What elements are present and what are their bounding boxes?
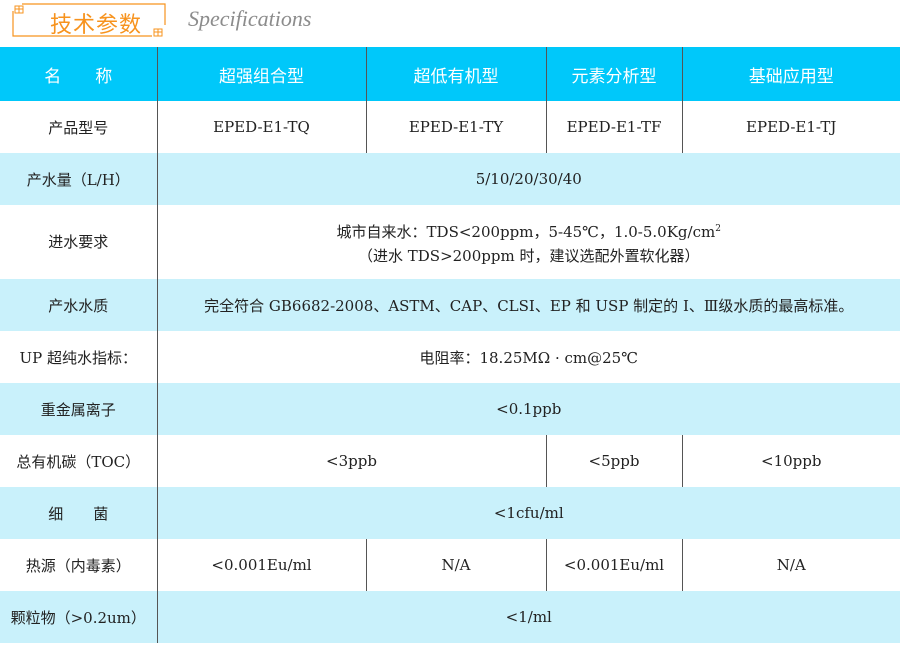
feed-line1: 城市自来水：TDS<200ppm，5-45℃，1.0-5.0Kg/cm bbox=[336, 222, 716, 241]
feed-line2: （进水 TDS>200ppm 时，建议选配外置软化器） bbox=[358, 246, 700, 265]
header-ty: 超低有机型 bbox=[365, 47, 546, 101]
table-row: 产品型号 EPED-E1-TQ EPED-E1-TY EPED-E1-TF EP… bbox=[0, 101, 900, 153]
cell: N/A bbox=[681, 539, 900, 591]
table-row: 产水量（L/H） 5/10/20/30/40 bbox=[0, 153, 900, 205]
superscript: 2 bbox=[715, 223, 721, 234]
cell: 5/10/20/30/40 bbox=[156, 153, 900, 205]
row-label: 产水量（L/H） bbox=[0, 153, 157, 205]
cell: 城市自来水：TDS<200ppm，5-45℃，1.0-5.0Kg/cm2 （进水… bbox=[156, 205, 900, 279]
cell: <3ppb bbox=[156, 435, 546, 487]
row-label: 进水要求 bbox=[0, 205, 157, 279]
decorative-frame-icon bbox=[12, 3, 166, 37]
cell: EPED-E1-TJ bbox=[681, 101, 900, 153]
row-label: 热源（内毒素） bbox=[0, 539, 157, 591]
table-row: 进水要求 城市自来水：TDS<200ppm，5-45℃，1.0-5.0Kg/cm… bbox=[0, 205, 900, 279]
cell: EPED-E1-TY bbox=[365, 101, 546, 153]
table-row: UP 超纯水指标： 电阻率：18.25MΩ · cm@25℃ bbox=[0, 331, 900, 383]
table-header: 名 称 超强组合型 超低有机型 元素分析型 基础应用型 bbox=[0, 47, 900, 101]
row-label: 总有机碳（TOC） bbox=[0, 435, 157, 487]
cell: EPED-E1-TQ bbox=[156, 101, 366, 153]
row-label: 细 菌 bbox=[0, 487, 157, 539]
header-tf: 元素分析型 bbox=[545, 47, 682, 101]
cell: <5ppb bbox=[545, 435, 682, 487]
row-label: 产水水质 bbox=[0, 279, 157, 331]
cell: N/A bbox=[365, 539, 546, 591]
header-tj: 基础应用型 bbox=[681, 47, 900, 101]
row-label: 颗粒物（>0.2um） bbox=[0, 591, 157, 643]
header-name: 名 称 bbox=[0, 47, 157, 101]
section-subtitle: Specifications bbox=[188, 6, 312, 31]
cell: <1/ml bbox=[156, 591, 900, 643]
table-row: 产水水质 完全符合 GB6682-2008、ASTM、CAP、CLSI、EP 和… bbox=[0, 279, 900, 331]
row-label: 重金属离子 bbox=[0, 383, 157, 435]
section-title: 技术参数 bbox=[50, 13, 143, 38]
table-row: 颗粒物（>0.2um） <1/ml bbox=[0, 591, 900, 643]
cell: <10ppb bbox=[681, 435, 900, 487]
section-title-frame: 技术参数 bbox=[12, 3, 166, 38]
cell: 电阻率：18.25MΩ · cm@25℃ bbox=[156, 331, 900, 383]
table-row: 细 菌 <1cfu/ml bbox=[0, 487, 900, 539]
cell: EPED-E1-TF bbox=[545, 101, 682, 153]
table-row: 重金属离子 <0.1ppb bbox=[0, 383, 900, 435]
cell: <0.001Eu/ml bbox=[156, 539, 366, 591]
cell: <1cfu/ml bbox=[156, 487, 900, 539]
table-row: 热源（内毒素） <0.001Eu/ml N/A <0.001Eu/ml N/A bbox=[0, 539, 900, 591]
spec-table: 名 称 超强组合型 超低有机型 元素分析型 基础应用型 产品型号 EPED-E1… bbox=[0, 47, 900, 643]
row-label: UP 超纯水指标： bbox=[0, 331, 157, 383]
cell: <0.001Eu/ml bbox=[545, 539, 682, 591]
row-label: 产品型号 bbox=[0, 101, 157, 153]
header-tq: 超强组合型 bbox=[156, 47, 366, 101]
cell: 完全符合 GB6682-2008、ASTM、CAP、CLSI、EP 和 USP … bbox=[156, 279, 900, 331]
table-row: 总有机碳（TOC） <3ppb <5ppb <10ppb bbox=[0, 435, 900, 487]
cell: <0.1ppb bbox=[156, 383, 900, 435]
